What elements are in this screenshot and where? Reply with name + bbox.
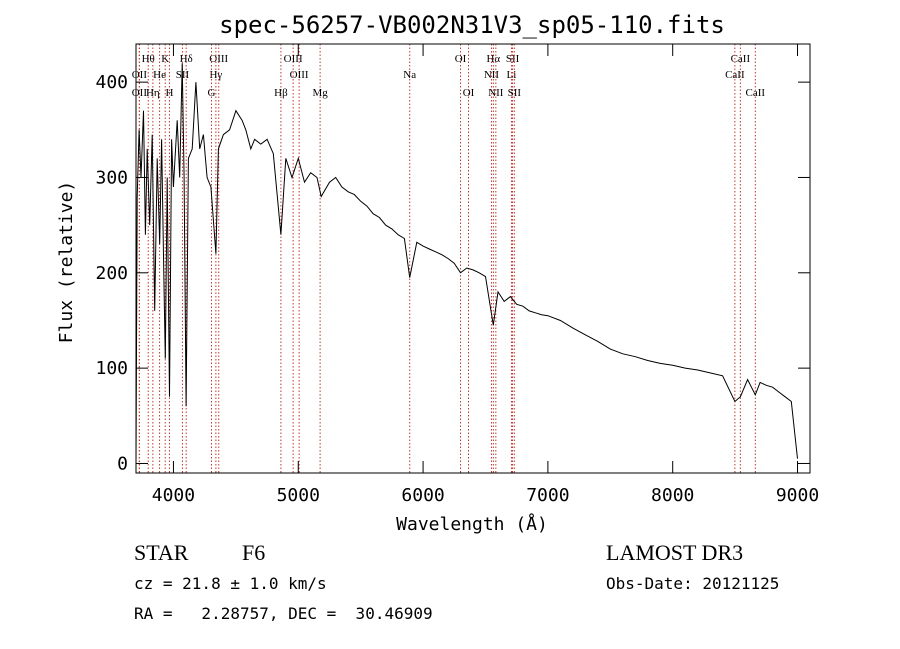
x-tick-label-2: 6000 — [401, 485, 444, 506]
object-subclass: F6 — [242, 540, 266, 565]
line-label-10: He — [153, 69, 166, 81]
line-label-23: Mg — [312, 87, 328, 99]
series-layer — [135, 63, 798, 464]
axes-layer: 4000 5000 6000 7000 8000 9000 0 100 200 300 400 — [95, 43, 819, 506]
x-tick-label-5: 9000 — [776, 485, 819, 506]
coordinates: RA = 2.28757, DEC = 30.46909 — [134, 604, 433, 623]
line-label-5: OI — [455, 53, 467, 65]
y-tick-label-4: 400 — [95, 72, 128, 93]
series-flux — [135, 63, 798, 464]
y-tick-label-2: 200 — [95, 263, 128, 284]
line-label-24: OI — [463, 87, 475, 99]
line-label-26: SII — [508, 87, 522, 99]
line-label-20: H — [165, 87, 173, 99]
line-label-3: OIII — [209, 53, 228, 65]
line-label-1: K — [161, 53, 169, 65]
y-tick-label-1: 100 — [95, 358, 128, 379]
line-label-19: Hη — [146, 87, 160, 99]
line-label-7: SII — [506, 53, 520, 65]
x-axis-label: Wavelength (Å) — [396, 513, 548, 535]
line-label-15: NII — [484, 69, 500, 81]
line-label-18: OII — [132, 87, 148, 99]
line-label-13: OIII — [290, 69, 309, 81]
line-label-12: Hγ — [209, 69, 222, 81]
x-tick-label-1: 5000 — [277, 485, 320, 506]
y-axis-label: Flux (relative) — [56, 181, 77, 344]
x-tick-label-0: 4000 — [152, 485, 195, 506]
line-label-22: Hβ — [274, 87, 288, 99]
line-label-8: CaII — [731, 53, 751, 65]
line-label-27: CaII — [746, 87, 766, 99]
plot-frame — [135, 43, 811, 474]
x-tick-label-3: 7000 — [526, 485, 569, 506]
redshift-readout: cz = 21.8 ± 1.0 km/s — [134, 574, 327, 593]
line-label-4: OIII — [284, 53, 303, 65]
chart-title: spec-56257-VB002N31V3_sp05-110.fits — [219, 11, 725, 39]
obs-date: Obs-Date: 20121125 — [606, 574, 780, 593]
line-label-2: Hδ — [180, 53, 193, 65]
line-label-16: Li — [507, 69, 517, 81]
survey-label: LAMOST DR3 — [606, 540, 744, 565]
line-label-6: Hα — [486, 53, 500, 65]
object-class: STAR — [134, 540, 189, 565]
line-label-0: Hθ — [142, 53, 155, 65]
line-label-14: Na — [403, 69, 416, 81]
line-label-17: CaII — [725, 69, 745, 81]
y-tick-label-3: 300 — [95, 167, 128, 188]
x-tick-label-4: 8000 — [651, 485, 694, 506]
y-tick-label-0: 0 — [117, 453, 128, 474]
spectral-line-markers: Hθ K Hδ OIII OIII OI Hα SII CaII OII He SII Hγ OIII Na… — [132, 44, 766, 473]
line-label-21: G — [208, 87, 216, 99]
line-label-25: NII — [488, 87, 504, 99]
